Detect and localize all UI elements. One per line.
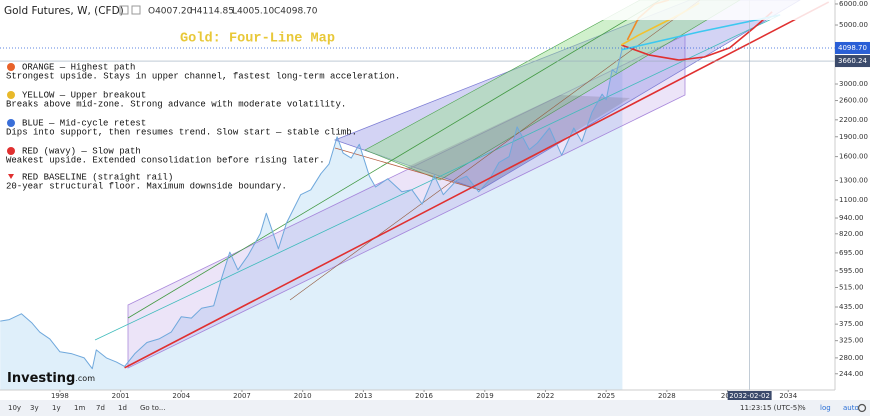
crosshair-price-tag xyxy=(835,55,870,68)
y-tick-label: 244.00 xyxy=(839,370,864,378)
y-tick-label: 1600.00 xyxy=(839,153,868,161)
price-line xyxy=(0,47,623,370)
y-tick-label: 375.00 xyxy=(839,320,864,328)
y-tick-label: 280.00 xyxy=(839,354,864,362)
range-button[interactable]: 7d xyxy=(96,404,105,412)
x-tick-label: 2022 xyxy=(537,392,555,400)
legend-triangle xyxy=(8,174,14,179)
ohlc-value: L4005.10 xyxy=(232,7,275,17)
scale-option[interactable]: % xyxy=(799,404,806,412)
y-tick-label: 1900.00 xyxy=(839,133,868,141)
range-button[interactable]: 1m xyxy=(74,404,85,412)
crosshair-price-label: 3660.24 xyxy=(838,57,867,65)
forecast-line xyxy=(621,14,781,51)
y-tick-label: 820.00 xyxy=(839,230,864,238)
legend-text: Weakest upside. Extended consolidation b… xyxy=(6,155,325,165)
toolbar-items: 10y 3y 1y 1m 7d 1d Go to... 11:23:15 (UTC-5)% lo… xyxy=(8,403,867,413)
price-area xyxy=(0,48,623,390)
y-tick-label: 435.00 xyxy=(839,303,864,311)
x-tick-label: 1998 xyxy=(51,392,69,400)
x-tick-label: 2034 xyxy=(779,392,797,400)
legend-text: Breaks above mid-zone. Strong advance wi… xyxy=(6,99,346,109)
forecast-line xyxy=(124,1,830,369)
toolbar xyxy=(0,400,870,416)
x-tick-label: 2028 xyxy=(658,392,676,400)
trend-line xyxy=(334,147,481,191)
x-tick-label: 203 xyxy=(721,392,734,400)
legend-text: 20-year structural floor. Maximum downsi… xyxy=(6,181,287,191)
legend-heading: YELLOW — Upper breakout xyxy=(22,90,146,100)
series-layer xyxy=(0,0,830,370)
lower-channel xyxy=(127,34,686,369)
x-tick-label: 2001 xyxy=(112,392,130,400)
x-tick-label: 2013 xyxy=(354,392,372,400)
axes: 6000.00 5000.00 3000.00 2600.00 2200.00 1900.… xyxy=(51,0,870,401)
x-axis xyxy=(0,390,835,400)
y-tick-label: 3000.00 xyxy=(839,80,868,88)
legend-heading: RED BASELINE (straight rail) xyxy=(22,172,173,182)
legend-heading: RED (wavy) — Slow path xyxy=(22,146,141,156)
legend-heading: ORANGE — Highest path xyxy=(22,62,135,72)
x-tick-label: 2004 xyxy=(172,392,190,400)
scale-option[interactable]: auto xyxy=(843,404,859,412)
ohlc-value: H4114.85 xyxy=(190,7,234,17)
x-tick-label: 2010 xyxy=(294,392,312,400)
logo: Investing.com xyxy=(7,371,95,386)
green-band xyxy=(364,0,741,181)
y-tick-label: 5000.00 xyxy=(839,21,868,29)
icon[interactable] xyxy=(131,5,141,15)
plot-area xyxy=(0,48,623,390)
range-button[interactable]: 1y xyxy=(52,404,61,412)
legend-dot xyxy=(7,147,15,155)
x-tick-label: 2016 xyxy=(415,392,433,400)
y-tick-label: 940.00 xyxy=(839,214,864,222)
legend-dot xyxy=(7,91,15,99)
crosshair-date-tag xyxy=(727,391,772,401)
icon[interactable] xyxy=(119,5,129,15)
last-price-label: 4098.70 xyxy=(838,44,867,52)
x-tick-label: 2007 xyxy=(233,392,251,400)
y-tick-label: 515.00 xyxy=(839,284,864,292)
crosshair-date-label: 2032-02-02 xyxy=(729,392,770,400)
trend-line xyxy=(127,0,661,319)
x-tick-label: 2019 xyxy=(476,392,494,400)
range-button[interactable]: 10y xyxy=(8,404,21,412)
range-button[interactable]: 1d xyxy=(118,404,127,412)
ohlc-value: C4098.70 xyxy=(274,7,318,17)
upper-channel xyxy=(333,0,801,191)
x-tick-label: 2025 xyxy=(597,392,615,400)
settings-icon[interactable] xyxy=(857,403,867,413)
legend-text: Dips into support, then resumes trend. S… xyxy=(6,127,357,137)
legend-dot xyxy=(7,119,15,127)
overlay xyxy=(0,0,835,390)
y-tick-label: 6000.00 xyxy=(839,0,868,8)
legend-text: Strongest upside. Stays in upper channel… xyxy=(6,71,400,81)
y-tick-label: 325.00 xyxy=(839,337,864,345)
logo-suffix: .com xyxy=(75,374,95,383)
y-tick-label: 595.00 xyxy=(839,267,864,275)
scale-option[interactable]: log xyxy=(820,404,831,412)
header-bar xyxy=(0,0,835,20)
channels xyxy=(94,0,801,369)
chart-title: Gold: Four-Line Map xyxy=(180,32,335,47)
y-tick-label: 695.00 xyxy=(839,249,864,257)
clock: 11:23:15 (UTC-5) xyxy=(740,404,800,412)
legend-heading: BLUE — Mid-cycle retest xyxy=(22,118,146,128)
y-tick-label: 1300.00 xyxy=(839,177,868,185)
legend-dot xyxy=(7,63,15,71)
ohlc-value: O4007.20 xyxy=(148,7,193,17)
range-button[interactable]: 3y xyxy=(30,404,39,412)
trend-line xyxy=(289,0,701,301)
y-tick-label: 2600.00 xyxy=(839,97,868,105)
logo-main: Investing xyxy=(7,371,75,386)
symbol: Gold Futures, W, (CFD) xyxy=(4,5,124,17)
forecast-line xyxy=(621,11,773,61)
y-tick-label: 2200.00 xyxy=(839,116,868,124)
y-tick-label: 1100.00 xyxy=(839,196,868,204)
goto-button[interactable]: Go to... xyxy=(140,404,166,412)
last-price-tag xyxy=(835,41,870,54)
